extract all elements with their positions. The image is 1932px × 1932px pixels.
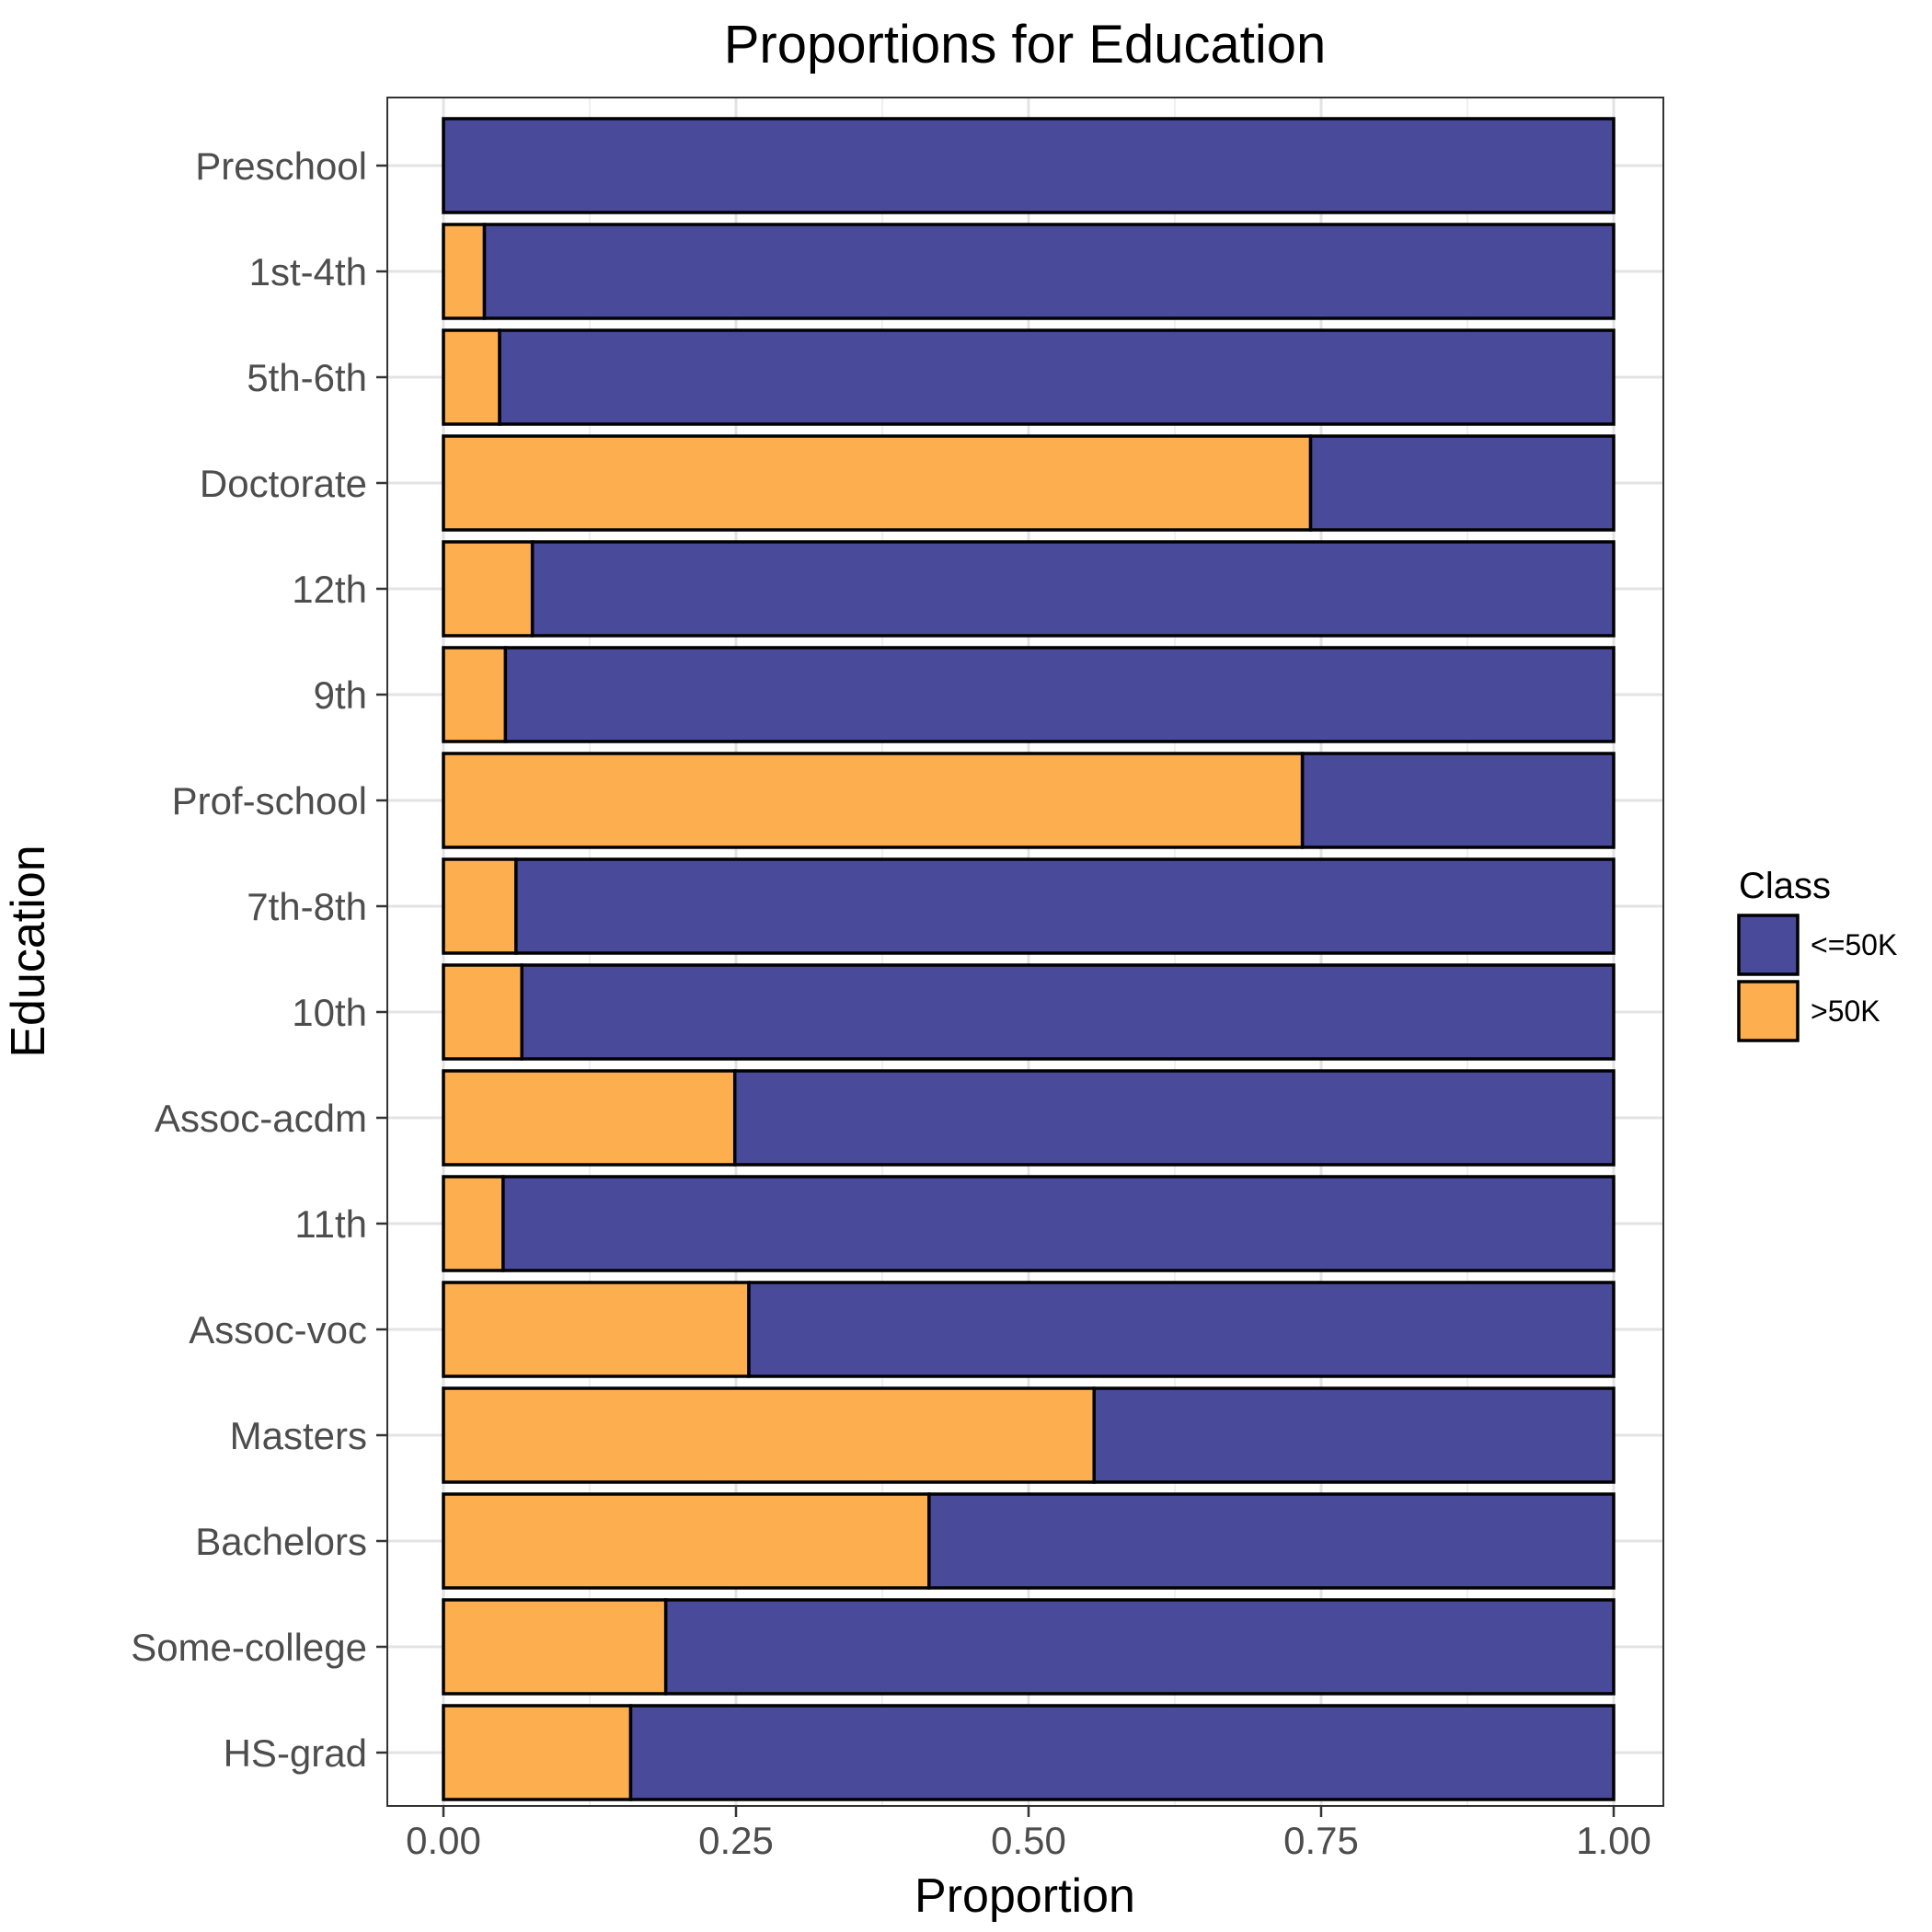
y-tick-label: 10th [292, 991, 367, 1034]
y-tick-label: Doctorate [200, 462, 367, 505]
bar-segment-gt50k [442, 328, 501, 426]
x-tick-label: 0.75 [1283, 1819, 1359, 1862]
plot-border [386, 97, 1664, 1807]
y-tick-label: Preschool [195, 144, 367, 188]
bar-segment-gt50k [442, 1598, 668, 1696]
y-tick-label: Assoc-acdm [155, 1097, 367, 1140]
bar-segment-le50k [1308, 434, 1616, 532]
bar-segment-gt50k [442, 646, 508, 743]
bar-segment-le50k [530, 540, 1616, 638]
y-axis-title: Education [2, 845, 55, 1057]
bar-segment-le50k [1092, 1386, 1616, 1484]
bar-segment-le50k [927, 1492, 1616, 1590]
bar-segment-le50k [520, 963, 1616, 1061]
bar-segment-le50k [498, 328, 1616, 426]
x-tick-label: 0.50 [991, 1819, 1066, 1862]
bar-segment-le50k [503, 646, 1616, 743]
plot-area [386, 97, 1664, 1807]
x-axis: 0.00 0.25 0.50 0.75 1.00 [406, 1806, 1651, 1862]
y-tick-label: Bachelors [195, 1520, 367, 1563]
bar-segment-le50k [628, 1704, 1616, 1801]
y-axis: Preschool 1st-4th 5th-6th Doctorate 12th 9th P… [131, 144, 387, 1775]
y-tick-label: Assoc-voc [189, 1308, 367, 1351]
bar-segment-gt50k [442, 1704, 633, 1801]
legend-label: >50K [1811, 995, 1880, 1028]
bar-segment-le50k [663, 1598, 1616, 1696]
bar-segment-gt50k [442, 1069, 737, 1167]
legend-label: <=50K [1811, 928, 1897, 961]
bar-segment-gt50k [442, 540, 535, 638]
legend-title: Class [1739, 866, 1831, 906]
bar-segment-le50k [732, 1069, 1616, 1167]
bar-segment-le50k [747, 1281, 1616, 1378]
y-tick-label: HS-grad [224, 1731, 367, 1775]
bar-segment-gt50k [442, 1386, 1096, 1484]
bar-segment-le50k [1300, 752, 1616, 849]
legend-key-gt50k [1737, 980, 1800, 1042]
bar-segment-gt50k [442, 434, 1313, 532]
y-tick-label: 11th [294, 1202, 367, 1246]
x-tick-label: 0.25 [698, 1819, 774, 1862]
y-tick-label: Masters [230, 1414, 367, 1457]
bar-segment-le50k [442, 117, 1616, 214]
legend-items: <=50K >50K [1737, 914, 1897, 1042]
y-tick-label: Prof-school [172, 779, 367, 822]
bar-segment-le50k [482, 223, 1616, 320]
bar-segment-gt50k [442, 857, 518, 955]
bar-segment-gt50k [442, 1175, 505, 1272]
bar-segment-le50k [501, 1175, 1616, 1272]
y-tick-label: 12th [292, 568, 367, 611]
bar-segment-gt50k [442, 752, 1305, 849]
chart-title: Proportions for Education [724, 15, 1326, 75]
bar-segment-gt50k [442, 1281, 751, 1378]
y-tick-label: 9th [314, 673, 367, 717]
y-tick-label: 5th-6th [247, 356, 367, 399]
bar-layer [442, 117, 1616, 1801]
y-tick-label: Some-college [131, 1626, 367, 1669]
y-tick-label: 1st-4th [249, 250, 367, 293]
x-axis-title: Proportion [914, 1869, 1135, 1923]
x-tick-label: 0.00 [406, 1819, 481, 1862]
bar-segment-gt50k [442, 1492, 931, 1590]
legend: Class <=50K >50K [1737, 866, 1897, 1042]
bar-segment-le50k [514, 857, 1616, 955]
y-tick-label: 7th-8th [247, 885, 367, 928]
bar-segment-gt50k [442, 223, 487, 320]
legend-key-le50k [1737, 914, 1800, 976]
x-tick-label: 1.00 [1576, 1819, 1651, 1862]
bar-segment-gt50k [442, 963, 523, 1061]
